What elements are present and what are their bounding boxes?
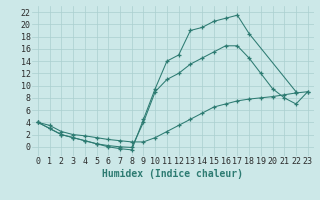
X-axis label: Humidex (Indice chaleur): Humidex (Indice chaleur) — [102, 169, 243, 179]
